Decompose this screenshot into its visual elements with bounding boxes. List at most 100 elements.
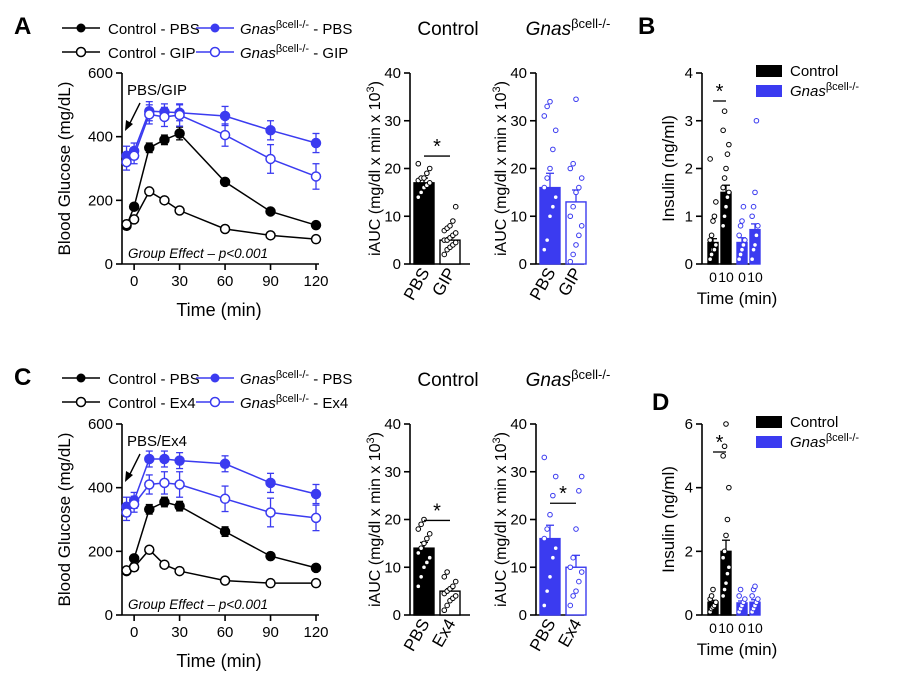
individual-point [720,127,726,134]
y-tick-label: 40 [510,65,527,82]
series-line [126,190,317,240]
individual-point [710,218,716,224]
individual-point [752,189,758,196]
individual-point [723,421,729,427]
data-point [144,504,155,515]
individual-point [421,540,427,547]
category-label: Ex4 [428,616,459,651]
individual-point [713,242,719,248]
series-control-gip [121,186,322,245]
individual-point [576,232,582,239]
individual-point [737,251,744,258]
legend-a-gnas2-sup: βcell-/- [276,43,310,55]
individual-point [708,232,715,239]
legend-a-gnas: Gnas [240,21,276,38]
data-point [310,233,322,245]
data-point [174,109,185,121]
individual-point [752,242,758,248]
individual-point [723,580,729,586]
y-tick-label: 30 [510,113,527,130]
individual-point [452,578,459,585]
data-point [128,553,140,564]
panel-label-b: B [638,13,655,40]
y-axis-title: Blood Glucose (mg/dL) [55,82,74,256]
individual-point [424,170,430,177]
individual-point [541,602,548,609]
y-axis-title: iAUC (mg/dl x min x 103) [365,81,384,256]
individual-point [418,521,424,528]
individual-point [724,151,731,157]
x-axis-title: Time (min) [697,289,778,308]
category-label: PBS [400,265,433,304]
category-label: PBS [526,616,559,655]
x-tick-label: 0 [738,269,746,285]
data-point [159,496,170,508]
data-point [144,544,155,555]
individual-point [708,593,715,599]
legend-a-control-pbs: Control - PBS [108,21,200,38]
individual-point [720,554,726,561]
individual-point [441,574,448,580]
chart-title: Control [417,370,478,391]
individual-point [578,473,585,480]
category-label: GIP [428,265,459,300]
individual-point [752,583,758,590]
individual-point [742,237,748,243]
y-axis-title: Insulin (ng/ml) [659,466,678,573]
x-axis-title: Time (min) [176,300,261,320]
individual-point [452,203,459,210]
y-tick-label: 600 [88,65,113,82]
individual-point [739,218,745,224]
arrow-head [125,120,133,131]
data-point [219,493,231,505]
legend-a-control-gip: Control - GIP [108,45,196,62]
individual-point [426,180,433,186]
y-tick-label: 3 [685,113,693,130]
individual-point [724,570,731,577]
data-point [159,453,170,465]
series-control-ex4 [121,544,322,589]
legend-swatch-control [756,416,782,428]
data-point [174,565,185,577]
legend-a-pbs-suffix: - PBS [309,21,352,38]
individual-point [737,586,744,593]
legend-c-control-pbs: Control - PBS [108,371,200,388]
y-tick-label: 30 [384,113,401,130]
individual-point [720,184,726,191]
individual-point [726,564,732,571]
individual-point [723,165,729,172]
data-point [159,111,170,123]
individual-point [570,203,576,210]
data-point [144,142,155,154]
legend-a-gnas-sup: βcell-/- [276,19,310,31]
individual-point [570,160,576,167]
data-point [310,171,322,182]
y-tick-label: 200 [88,543,113,560]
legend-c-gnas2-sup: βcell-/- [276,393,310,405]
individual-point [415,550,422,556]
y-tick-label: 0 [105,256,113,273]
series-line [126,113,317,178]
individual-point [721,548,728,555]
individual-point [550,492,556,499]
legend-c-control-ex4: Control - Ex4 [108,395,196,412]
individual-point [550,146,556,153]
individual-point [573,96,579,103]
individual-point [421,516,427,523]
y-tick-label: 600 [88,416,113,433]
category-label: GIP [554,265,585,300]
individual-point [713,199,719,205]
group-effect-note: Group Effect – p<0.001 [128,597,268,612]
individual-point [724,516,731,523]
y-tick-label: 0 [519,607,527,624]
individual-point [447,223,453,229]
y-tick-label: 30 [510,464,527,481]
data-point [310,137,322,149]
x-tick-label: 0 [130,624,138,641]
legend-c-gnas: Gnas [240,371,276,388]
individual-point [707,237,713,243]
individual-point [415,194,422,200]
